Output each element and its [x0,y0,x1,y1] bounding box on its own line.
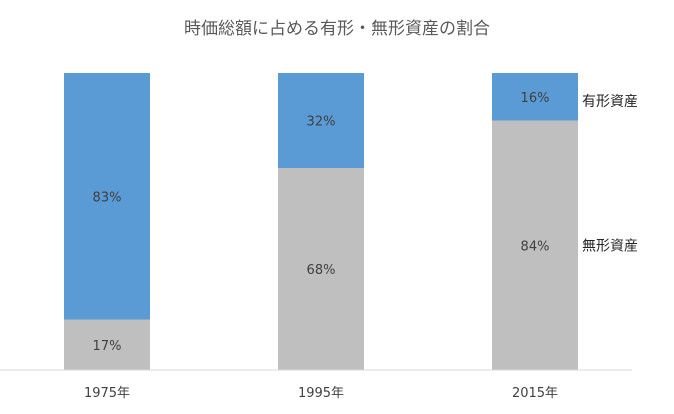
bar-segment-intangible-1 [278,168,364,370]
chart-title: 時価総額に占める有形・無形資産の割合 [184,19,490,39]
bar-group: 17% 83% 68% 32% 84% 16% [64,73,578,371]
x-tick-label-0: 1975年 [84,386,130,401]
bar-segment-intangible-2 [492,120,578,371]
data-label-intangible-0: 17% [93,339,122,354]
x-tick-label-1: 1995年 [298,386,344,401]
legend-label-intangible: 無形資産 [582,238,638,254]
data-label-tangible-1: 32% [307,115,336,130]
x-tick-labels: 1975年 1995年 2015年 [84,386,558,401]
bar-segment-tangible-0 [64,73,150,320]
bar-segment-tangible-2 [492,73,578,121]
legend-label-tangible: 有形資産 [582,94,638,110]
data-label-intangible-1: 68% [307,263,336,278]
data-label-tangible-2: 16% [521,91,550,106]
data-label-intangible-2: 84% [521,239,550,254]
x-tick-label-2: 2015年 [512,386,558,401]
bar-segment-intangible-0 [64,319,150,370]
bar-segment-tangible-1 [278,73,364,169]
data-label-tangible-0: 83% [93,190,122,205]
